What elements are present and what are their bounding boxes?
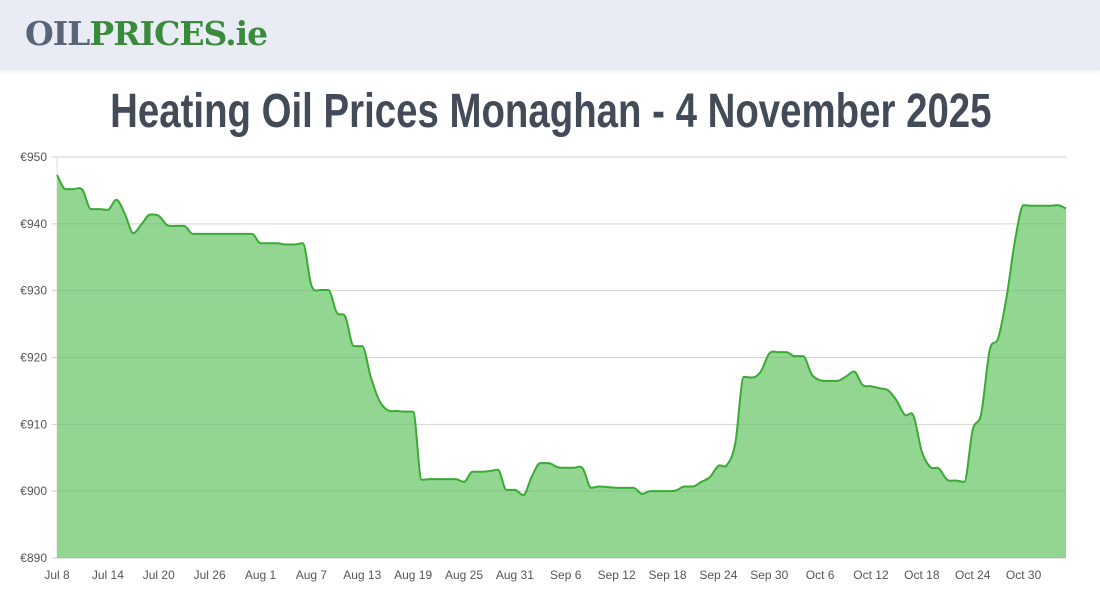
y-tick-label: €910 [20, 417, 47, 431]
x-tick-label: Jul 20 [143, 568, 175, 582]
x-tick-label: Aug 31 [496, 568, 534, 582]
x-tick-label: Jul 8 [44, 568, 70, 582]
x-tick-label: Oct 24 [955, 568, 991, 582]
y-tick-label: €950 [20, 150, 47, 164]
x-tick-label: Jul 14 [92, 568, 124, 582]
x-tick-label: Jul 26 [194, 568, 226, 582]
x-tick-label: Sep 18 [648, 568, 686, 582]
x-tick-label: Oct 12 [853, 568, 889, 582]
y-tick-label: €940 [20, 217, 47, 231]
y-tick-label: €890 [20, 551, 47, 565]
x-tick-label: Sep 6 [550, 568, 582, 582]
x-tick-label: Sep 24 [699, 568, 737, 582]
y-tick-label: €930 [20, 284, 47, 298]
site-logo[interactable]: OILPRICES.ie [25, 14, 268, 53]
x-tick-label: Oct 18 [904, 568, 940, 582]
price-area-fill [57, 175, 1066, 559]
x-tick-label: Aug 7 [296, 568, 328, 582]
y-tick-label: €900 [20, 484, 47, 498]
x-tick-label: Oct 30 [1006, 568, 1042, 582]
logo-text-prices: PRICES.ie [89, 14, 268, 53]
x-tick-label: Aug 19 [394, 568, 432, 582]
x-tick-label: Aug 13 [343, 568, 381, 582]
site-header: OILPRICES.ie [0, 0, 1100, 70]
page-title-wrap: Heating Oil Prices Monaghan - 4 November… [0, 84, 1100, 139]
logo-text-oil: OIL [25, 14, 90, 53]
y-tick-label: €920 [20, 351, 47, 365]
x-tick-label: Aug 1 [245, 568, 277, 582]
page-title: Heating Oil Prices Monaghan - 4 November… [110, 85, 992, 138]
x-tick-label: Sep 30 [750, 568, 788, 582]
price-line [56, 174, 1067, 497]
x-tick-label: Oct 6 [806, 568, 835, 582]
x-tick-label: Sep 12 [598, 568, 636, 582]
x-tick-label: Aug 25 [445, 568, 483, 582]
